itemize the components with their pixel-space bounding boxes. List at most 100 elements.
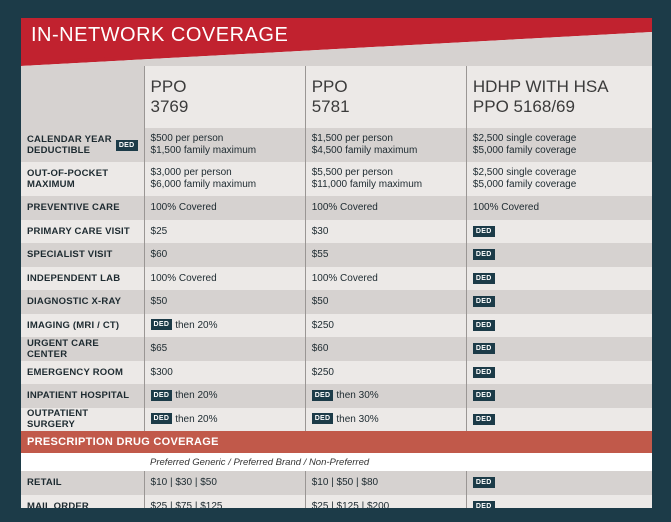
cell-ppo2: $10 | $50 | $80 [304,471,467,495]
row-label-text: INPATIENT HOSPITAL [27,390,130,402]
cell-ppo1: $60 [143,243,306,267]
cell-ppo1: DED then 20% [143,407,306,431]
ded-badge: DED [311,413,334,425]
row-label-text: IMAGING (MRI / CT) [27,319,120,331]
cell-ppo2: $1,500 per person $4,500 family maximum [304,128,467,162]
cell-ppo2: $60 [304,337,467,361]
row-label-wrap: IMAGING (MRI / CT) [27,320,138,331]
ded-badge: DED [150,389,173,401]
cell-ppo1: $50 [143,290,306,314]
cell-ppo2: $250 [304,360,467,384]
table-row: OUTPATIENT SURGERY DED then 20% DED then 30%… [21,407,652,431]
row-label: PRIMARY CARE VISIT [21,219,145,243]
cell-value: then 20% [175,413,218,425]
cell-value: then 20% [175,390,218,402]
cell-ppo2: $250 [304,313,467,337]
row-label-wrap: DIAGNOSTIC X-RAY [27,296,138,307]
row-label-wrap: INPATIENT HOSPITAL [27,390,138,401]
row-label: IMAGING (MRI / CT) [21,313,145,337]
row-label-text: PREVENTIVE CARE [27,202,120,214]
row-label: SPECIALIST VISIT [21,243,145,267]
row-label-wrap: OUTPATIENT SURGERY [27,408,138,430]
row-label: URGENT CARE CENTER [21,337,145,361]
cell-hdhp: DED [465,243,652,267]
header-banner [21,18,652,66]
cell-value: 100% Covered [150,202,217,214]
cell-ppo2: $30 [304,219,467,243]
cell-value: $30 [311,225,329,237]
cell-ppo1: DED then 20% [143,313,306,337]
cell-ppo1: 100% Covered [143,266,306,290]
cell-value: $60 [311,343,329,355]
table-row: URGENT CARE CENTER $65 $60 DED [21,337,652,361]
table-row: RETAIL $10 | $30 | $50 $10 | $50 | $80 DED [21,471,652,495]
cell-line: $5,000 family coverage [472,179,577,190]
row-label-wrap: EMERGENCY ROOM [27,367,138,378]
cell-hdhp: DED [465,266,652,290]
cell-ppo1: $500 per person $1,500 family maximum [143,128,306,162]
cell-ppo2: DED then 30% [304,384,467,408]
cell-hdhp: $2,500 single coverage $5,000 family cove… [465,162,652,196]
cell-ppo2: $50 [304,290,467,314]
header-corner [21,66,145,128]
page-title: IN-NETWORK COVERAGE [31,24,289,46]
table-row: PRIMARY CARE VISIT $25 $30 DED [21,219,652,243]
ded-badge: DED [472,390,495,402]
row-label: INPATIENT HOSPITAL [21,384,145,408]
ded-badge: DED [472,249,495,261]
plan-header-ppo-5781: PPO 5781 [304,66,467,128]
row-label-text: PRIMARY CARE VISIT [27,225,130,237]
cell-line: $2,500 single coverage [472,167,577,178]
plan-header-hdhp: HDHP WITH HSA PPO 5168/69 [465,66,652,128]
cell-ppo1: 100% Covered [143,196,306,220]
row-label-text: SPECIALIST VISIT [27,249,113,261]
row-label: PREVENTIVE CARE [21,196,145,220]
coverage-panel: IN-NETWORK COVERAGE PPO 3769 PPO 5781 [21,18,652,508]
cell-ppo2: 100% Covered [304,196,467,220]
coverage-table: PPO 3769 PPO 5781 HDHP WITH HSA PPO 5168… [21,66,652,508]
row-label: OUTPATIENT SURGERY [21,407,145,431]
cell-line: $11,000 family maximum [311,179,423,190]
cell-value: $60 [150,249,168,261]
cell-hdhp: DED [465,313,652,337]
cell-line: $1,500 per person [311,133,393,144]
plan-number: PPO 5168/69 [472,97,575,116]
table-row: OUT-OF-POCKET MAXIMUM $3,000 per person $6… [21,162,652,196]
row-label: OUT-OF-POCKET MAXIMUM [21,162,145,196]
rx-subtitle-row: Preferred Generic / Preferred Brand / No… [21,453,652,471]
cell-ppo1: DED then 20% [143,384,306,408]
plan-header-row: PPO 3769 PPO 5781 HDHP WITH HSA PPO 5168… [21,66,652,128]
cell-ppo2: 100% Covered [304,266,467,290]
row-label: RETAIL [21,471,145,495]
cell-line: $2,500 single coverage [472,133,577,144]
cell-hdhp: $2,500 single coverage $5,000 family cove… [465,128,652,162]
rx-section-header: PRESCRIPTION DRUG COVERAGE [21,431,652,453]
row-label: CALENDAR YEAR DEDUCTIBLE DED [21,128,145,162]
cell-value: then 20% [175,319,218,331]
cell-hdhp: DED [465,337,652,361]
row-label: EMERGENCY ROOM [21,360,145,384]
ded-badge: DED [311,389,334,401]
table-row: CALENDAR YEAR DEDUCTIBLE DED $500 per pers… [21,128,652,162]
table-row: INDEPENDENT LAB 100% Covered 100% Covered D… [21,266,652,290]
cell-value: $65 [150,343,168,355]
cell-value: $25 [150,225,168,237]
ded-badge: DED [472,413,495,425]
cell-hdhp: DED [465,384,652,408]
cell-line: $5,500 per person [311,167,393,178]
ded-badge: DED [150,319,173,331]
ded-badge: DED [472,272,495,284]
cell-value: 100% Covered [311,202,378,214]
cell-hdhp: 100% Covered [465,196,652,220]
rx-title: PRESCRIPTION DRUG COVERAGE [21,431,652,453]
cell-hdhp: DED [465,494,652,508]
table-row: IMAGING (MRI / CT) DED then 20% $250 DED [21,313,652,337]
cell-hdhp: DED [465,290,652,314]
row-label-text: RETAIL [27,477,62,489]
row-label-wrap: PREVENTIVE CARE [27,202,138,213]
plan-number: 5781 [311,97,350,116]
cell-value: 100% Covered [150,272,217,284]
row-label: DIAGNOSTIC X-RAY [21,290,145,314]
ded-badge: DED [472,500,495,508]
